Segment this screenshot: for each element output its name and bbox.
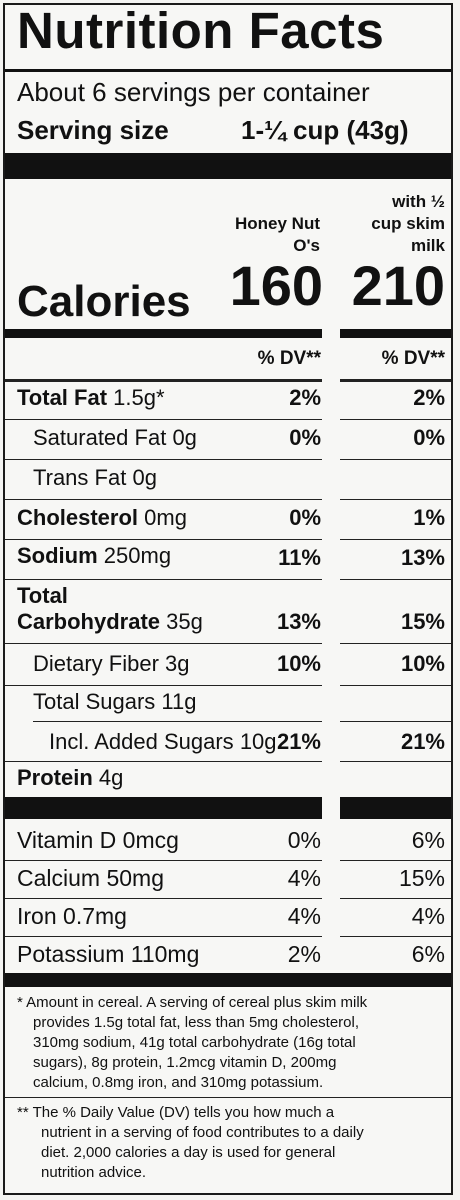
row-rule	[340, 539, 451, 540]
row-rule	[5, 898, 322, 899]
row-rule	[340, 685, 451, 686]
row-rule	[340, 860, 451, 861]
row-rule	[340, 579, 451, 580]
cholesterol-dv-milk: 1%	[413, 505, 445, 530]
calcium-dv-milk: 15%	[398, 865, 445, 891]
dv-rule-left	[5, 379, 322, 382]
fiber-dv-cereal: 10%	[276, 651, 321, 676]
vitamin-d: Vitamin D 0mcg	[17, 827, 179, 853]
row-rule	[5, 936, 322, 937]
col-header-cereal-line1: Honey Nut	[235, 214, 320, 233]
title-rule	[5, 69, 451, 72]
nutrient-saturated-fat: Saturated Fat 0g	[33, 425, 197, 450]
col-header-cereal-line2: O's	[293, 236, 320, 255]
row-rule	[5, 685, 322, 686]
carbohydrate-dv-milk: 15%	[400, 609, 445, 634]
serving-size-value: 1-¼ cup (43g)	[241, 115, 409, 145]
row-rule	[5, 860, 322, 861]
col-header-milk-line3: milk	[410, 236, 445, 255]
footnote2-line: ** The % Daily Value (DV) tells you how …	[17, 1104, 335, 1121]
thick-rule-left	[5, 797, 322, 819]
nutrient-added-sugars: Incl. Added Sugars 10g	[49, 729, 277, 754]
total-fat-dv-cereal: 2%	[289, 385, 321, 410]
dv-rule-right	[340, 379, 451, 382]
row-rule	[340, 761, 451, 762]
footnote1-line: sugars), 8g protein, 1.2mcg vitamin D, 2…	[33, 1054, 337, 1071]
footnote2-line: diet. 2,000 calories a day is used for g…	[41, 1144, 336, 1161]
calories-milk: 210	[351, 254, 445, 317]
nutrient-total-sugars: Total Sugars 11g	[33, 689, 197, 714]
footnote-daily-value: ** The % Daily Value (DV) tells you how …	[17, 1103, 364, 1183]
servings-per-container: About 6 servings per container	[17, 77, 370, 107]
row-rule	[340, 499, 451, 500]
row-rule	[340, 721, 451, 722]
thick-rule-right	[340, 797, 451, 819]
dv-header-cereal: % DV**	[257, 348, 321, 369]
row-rule	[5, 761, 322, 762]
footnote2-line: nutrition advice.	[41, 1164, 147, 1181]
serving-size-label: Serving size	[17, 115, 169, 145]
vitamin-d-dv-cereal: 0%	[287, 827, 321, 853]
calcium-dv-cereal: 4%	[287, 865, 321, 891]
col-header-milk-line2: cup skim	[371, 214, 445, 233]
nutrient-cholesterol: Cholesterol 0mg	[17, 505, 187, 530]
nutrient-total-carb-line1: Total	[17, 583, 68, 608]
iron: Iron 0.7mg	[17, 903, 127, 929]
potassium: Potassium 110mg	[17, 941, 200, 967]
row-rule	[33, 721, 322, 722]
dv-header-milk: % DV**	[381, 348, 445, 369]
row-rule	[5, 539, 322, 540]
col-header-milk: with ½ cup skim milk	[335, 191, 445, 257]
footnote-rule	[5, 1097, 451, 1098]
row-rule	[340, 459, 451, 460]
nutrient-total-fat: Total Fat 1.5g*	[17, 385, 165, 410]
footnote2-line: nutrient in a serving of food contribute…	[41, 1124, 364, 1141]
nutrient-total-carbohydrate: Carbohydrate 35g	[17, 609, 203, 634]
potassium-dv-cereal: 2%	[287, 941, 321, 967]
total-fat-dv-milk: 2%	[413, 385, 445, 410]
row-rule	[340, 419, 451, 420]
calories-rule-left	[5, 329, 322, 338]
footnote-amount-in-cereal: * Amount in cereal. A serving of cereal …	[17, 993, 367, 1093]
row-rule	[340, 936, 451, 937]
col-header-milk-line1: with ½	[392, 192, 445, 211]
nutrient-trans-fat: Trans Fat 0g	[33, 465, 157, 490]
row-rule	[5, 579, 322, 580]
cholesterol-dv-cereal: 0%	[289, 505, 321, 530]
iron-dv-milk: 4%	[411, 903, 445, 929]
panel-title: Nutrition Facts	[17, 2, 385, 59]
row-rule	[5, 419, 322, 420]
fiber-dv-milk: 10%	[400, 651, 445, 676]
footnote1-line: * Amount in cereal. A serving of cereal …	[17, 994, 368, 1011]
iron-dv-cereal: 4%	[287, 903, 321, 929]
sodium-dv-milk: 13%	[400, 545, 445, 570]
col-header-cereal: Honey Nut O's	[205, 213, 320, 257]
row-rule	[5, 499, 322, 500]
calcium: Calcium 50mg	[17, 865, 165, 891]
thick-rule-top	[5, 153, 451, 179]
sodium-dv-cereal: 11%	[278, 545, 321, 570]
row-rule	[5, 459, 322, 460]
nutrient-sodium: Sodium 250mg	[17, 543, 172, 568]
row-rule	[5, 643, 322, 644]
footnote1-line: calcium, 0.8mg iron, and 310mg potassium…	[33, 1074, 324, 1091]
row-rule	[340, 643, 451, 644]
row-rule	[340, 898, 451, 899]
carbohydrate-dv-cereal: 13%	[276, 609, 321, 634]
added-sugars-dv-milk: 21%	[400, 729, 445, 754]
added-sugars-dv-cereal: 21%	[276, 729, 321, 754]
potassium-dv-milk: 6%	[411, 941, 445, 967]
footnote1-line: provides 1.5g total fat, less than 5mg c…	[33, 1014, 360, 1031]
saturated-fat-dv-milk: 0%	[413, 425, 445, 450]
vitamin-d-dv-milk: 6%	[411, 827, 445, 853]
saturated-fat-dv-cereal: 0%	[289, 425, 321, 450]
calories-label: Calories	[17, 277, 191, 326]
nutrient-protein: Protein 4g	[17, 765, 124, 790]
calories-cereal: 160	[229, 254, 323, 317]
nutrient-dietary-fiber: Dietary Fiber 3g	[33, 651, 190, 676]
footnote1-line: 310mg sodium, 41g total carbohydrate (16…	[33, 1034, 356, 1051]
bottom-thick-rule	[5, 973, 451, 987]
nutrition-facts-panel: Nutrition Facts About 6 servings per con…	[3, 2, 453, 1195]
calories-rule-right	[340, 329, 451, 338]
